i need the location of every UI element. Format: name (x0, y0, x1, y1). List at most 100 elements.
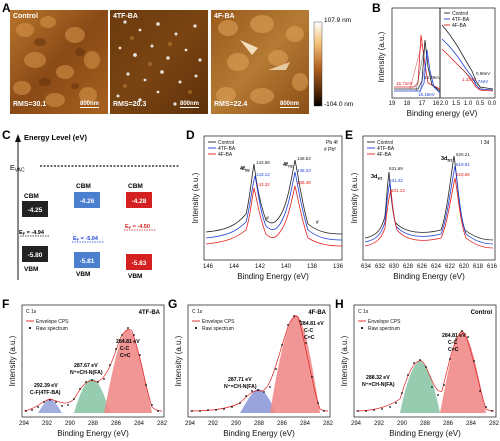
chart-d: Control 4TF-BA 4F-BA Pb 4f # Pb0 4f5/2 4… (191, 135, 344, 281)
d-ylabel: Intensity (a.u.) (191, 172, 200, 223)
h-legend-envelope: Envelope CPS (368, 319, 401, 325)
f-tick-290: 290 (65, 421, 76, 427)
d-val-b-4fba: 138.48 (297, 180, 311, 185)
b-tick-1-5: 1.5 (452, 101, 461, 107)
g-raw-points (191, 315, 325, 412)
g-legend-envelope: Envelope CPS (202, 319, 235, 325)
c-evac-label: EVAC (10, 165, 25, 174)
c-cbm-box-4fba (126, 192, 152, 208)
g-tick-284: 284 (300, 421, 311, 427)
panel-label-h: H (335, 297, 344, 311)
h-raw-points (357, 330, 493, 412)
b-ann-5: 0.98eV (476, 71, 490, 76)
f-sample: 4TF-BA (139, 310, 161, 316)
c-vbm-val-control: -5.80 (28, 252, 43, 259)
c-cbm-box-control (22, 201, 48, 217)
f-peak1-value: 284.81 eV (116, 339, 140, 345)
g-peak1-l2: C=C (304, 335, 315, 341)
b-tick-16: 16 (433, 101, 440, 107)
g-tick-282: 282 (323, 421, 334, 427)
h-xlabel: Binding Energy (eV) (389, 429, 461, 438)
c-title: Energy Level (eV) (24, 133, 87, 142)
h-tick-290: 290 (397, 421, 408, 427)
e-legend-4tfba: 4TF-BA (377, 146, 395, 152)
d-legend-control: Control (218, 140, 234, 146)
g-title: C 1s (192, 309, 203, 315)
d-tick-138: 138 (307, 264, 318, 270)
b-tick-17: 17 (419, 101, 426, 107)
b-tick-1: 1.0 (464, 101, 473, 107)
afm-scale-4fba: 800nm (280, 101, 300, 108)
f-peak3-l1: C-F(4TF-BA) (30, 390, 61, 396)
d-val-a-4fba: 143.32 (256, 182, 270, 187)
e-tick-630: 630 (389, 264, 400, 270)
chart-b: Control 4TF-BA 4F-BA 16.72eV 16.39eV 16.… (377, 7, 497, 118)
c-vbm-box-control (22, 246, 48, 262)
c-ef-4fba: EF = -4.50 (125, 224, 150, 230)
afm-label-control: Control (13, 13, 38, 20)
e-xlabel: Binding Energy (eV) (393, 272, 465, 281)
h-peak2-l1: N⁺=CH-N(FA) (362, 382, 395, 388)
b-ann-1: 16.72eV (396, 81, 413, 86)
g-tick-286: 286 (277, 421, 288, 427)
afm-image-4tfba (110, 10, 208, 114)
c-vbm-label-2: VBM (76, 271, 90, 278)
b-ann-3: 16.18eV (418, 92, 435, 97)
h-peak1-l1: C-C (448, 340, 457, 346)
afm-rms-control: RMS=30.1 (13, 101, 47, 108)
c-cbm-label-3: CBM (128, 183, 143, 190)
e-val-b-4fba: 619.65 (456, 172, 470, 177)
d-val-a-4tfba: 143.12 (256, 172, 270, 177)
e-element: I 3d (481, 140, 490, 146)
b-ann-4: 1.32eV (462, 77, 476, 82)
e-tick-620: 620 (459, 264, 470, 270)
d-legend-4tfba: 4TF-BA (218, 146, 236, 152)
f-peak2-value: 287.67 eV (74, 363, 98, 369)
c-cbm-val-4tfba: -4.26 (80, 198, 95, 205)
f-tick-282: 282 (157, 421, 168, 427)
b-tick-18: 18 (404, 101, 411, 107)
f-tick-294: 294 (19, 421, 30, 427)
panel-label-b: B (372, 1, 381, 15)
e-tick-628: 628 (403, 264, 414, 270)
afm-scale-4tfba: 800nm (180, 101, 200, 108)
d-val-b-4tfba: 138.23 (297, 168, 311, 173)
e-ylabel: Intensity (a.u.) (350, 172, 359, 223)
d-hash-1: # (266, 216, 269, 222)
b-ylabel: Intensity (a.u.) (377, 31, 386, 82)
b-tick-19: 19 (389, 101, 396, 107)
c-cbm-val-control: -4.25 (28, 207, 43, 214)
c-cbm-label-1: CBM (24, 193, 39, 200)
chart-e: Control 4TF-BA 4F-BA I 3d 3d3/2 3d5/2 63… (350, 135, 498, 281)
e-peak-b: 3d5/2 (441, 156, 452, 163)
d-tick-142: 142 (255, 264, 266, 270)
h-legend-raw: Raw spectrum (368, 326, 400, 332)
g-xlabel: Binding Energy (eV) (223, 429, 295, 438)
h-title: C 1s (358, 309, 369, 315)
energy-diagram-c: Energy Level (eV) EVAC CBM -4.25 EF = -4… (10, 133, 180, 280)
afm-colorbar (313, 21, 323, 107)
e-val-b-control: 620.21 (456, 152, 470, 157)
g-legend-raw: Raw spectrum (202, 326, 234, 332)
panel-label-c: C (2, 128, 11, 142)
e-tick-616: 616 (487, 264, 498, 270)
h-tick-284: 284 (466, 421, 477, 427)
afm-colorbar-max: 107.9 nm (324, 17, 352, 24)
d-peak-a: 4f5/2 (240, 166, 250, 173)
panel-label-e: E (345, 128, 354, 142)
g-tick-292: 292 (208, 421, 219, 427)
f-peak1-l2: C=C (120, 353, 131, 359)
panel-label-a: A (2, 1, 11, 15)
f-legend-raw: Raw spectrum (36, 326, 68, 332)
e-val-a-4tfba: 631.42 (389, 178, 403, 183)
c-vbm-box-4fba (126, 254, 152, 270)
afm-rms-4tfba: RMS=20.3 (113, 101, 147, 108)
c-vbm-box-4tfba (74, 252, 100, 268)
d-hash-2: # (316, 220, 319, 226)
h-peak1-value: 284.81 eV (442, 333, 466, 339)
e-tick-622: 622 (445, 264, 456, 270)
e-tick-624: 624 (431, 264, 442, 270)
d-peak-b: 4f7/2 (283, 162, 293, 169)
b-xlabel: Binding energy (eV) (407, 109, 478, 118)
chart-f: C 1s 4TF-BA Envelope CPS Raw spectrum 28… (8, 304, 168, 438)
